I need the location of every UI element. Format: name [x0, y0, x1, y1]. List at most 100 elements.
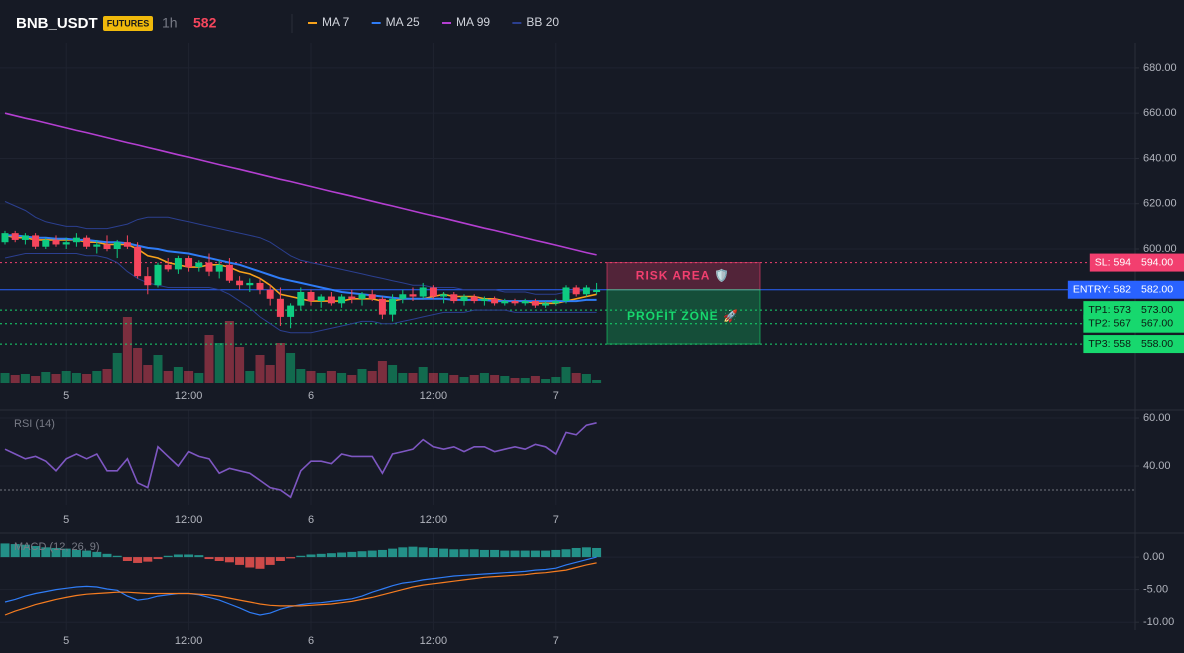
panel-title: RSI (14) [14, 418, 55, 430]
y-tick-label: 680.00 [1143, 62, 1177, 74]
interval[interactable]: 1h [162, 15, 178, 31]
macd-histogram-bar [194, 555, 204, 558]
volume-bar [255, 355, 265, 383]
candle-body [72, 237, 80, 243]
volume-bar [418, 367, 428, 383]
y-tick-label: 620.00 [1143, 198, 1177, 210]
candle-body [378, 298, 386, 315]
macd-histogram-bar [398, 547, 408, 558]
volume-bar [163, 371, 173, 383]
price-level-label: TP3: 558 [1088, 338, 1131, 350]
candle-body [562, 287, 570, 302]
volume-bar [20, 374, 30, 383]
volume-bar [153, 355, 163, 383]
volume-bar [82, 374, 92, 383]
candle-body [521, 301, 529, 304]
candle-body [419, 287, 427, 297]
volume-bar [592, 380, 602, 383]
x-tick-label: 12:00 [175, 635, 203, 647]
candle-body [103, 244, 111, 249]
candle-body [409, 294, 417, 297]
symbol[interactable]: BNB_USDT [16, 15, 98, 32]
volume-bar [530, 376, 540, 383]
x-tick-label: 12:00 [175, 390, 203, 402]
macd-histogram-bar [510, 550, 520, 558]
macd-histogram-bar [439, 548, 449, 558]
y-tick-label: -5.00 [1143, 584, 1168, 596]
macd-histogram-bar [20, 544, 30, 558]
volume-bar [439, 373, 449, 383]
candle-body [164, 264, 172, 270]
price-level-axis-label: 573.00 [1141, 304, 1173, 316]
volume-bar [520, 378, 530, 383]
legend-label: MA 99 [456, 15, 490, 29]
price-level-tag [1083, 314, 1184, 333]
volume-bar [377, 361, 387, 383]
x-tick-label: 6 [308, 635, 314, 647]
volume-bar [326, 371, 336, 383]
candle-body [123, 242, 131, 247]
x-tick-label: 7 [553, 390, 559, 402]
macd-histogram-bar [255, 557, 265, 569]
volume-bar [510, 378, 520, 383]
price-level-label: SL: 594 [1095, 256, 1131, 268]
candle-body [317, 296, 325, 302]
legend-label: MA 25 [386, 15, 420, 29]
x-tick-label: 5 [63, 514, 69, 526]
macd-histogram-bar [561, 549, 571, 558]
candle-body [276, 298, 284, 317]
volume-bar [306, 371, 316, 383]
candle-body [42, 239, 50, 247]
trade-zone-label: PROFIT ZONE 🚀 [627, 309, 739, 323]
volume-bar [388, 365, 398, 383]
panel-title: MACD (12, 26, 9) [14, 541, 100, 553]
volume-bar [51, 374, 61, 383]
x-tick-label: 12:00 [420, 390, 448, 402]
macd-histogram-bar [490, 549, 500, 558]
macd-histogram-bar [286, 557, 296, 559]
macd-histogram-bar [163, 555, 173, 558]
volume-bar [214, 343, 224, 383]
candle-body [460, 296, 468, 302]
x-tick-label: 7 [553, 514, 559, 526]
macd-histogram-bar [245, 557, 255, 568]
macd-histogram-bar [408, 546, 418, 558]
macd-histogram-bar [102, 553, 112, 558]
macd-histogram-bar [112, 555, 122, 558]
macd-histogram-bar [541, 550, 551, 558]
candle-body [348, 296, 356, 299]
macd-histogram-bar [265, 557, 275, 565]
candle-body [440, 294, 448, 297]
candle-body [572, 287, 580, 295]
x-tick-label: 12:00 [420, 635, 448, 647]
trade-zone [606, 262, 761, 291]
rsi-line [4, 422, 597, 499]
macd-histogram-bar [51, 547, 61, 558]
candle-body [144, 276, 152, 286]
candle-body [11, 233, 19, 240]
macd-histogram-bar [173, 554, 183, 558]
volume-bar [275, 343, 285, 383]
macd-histogram-bar [224, 557, 234, 563]
ma-line [4, 112, 597, 256]
candle-body [542, 303, 550, 306]
volume-bar [286, 353, 296, 383]
candle-body [154, 264, 162, 286]
macd-histogram-bar [61, 548, 71, 558]
legend: MA 7 MA 25 MA 99 BB 20 [308, 15, 559, 29]
y-tick-label: -10.00 [1143, 616, 1174, 628]
legend-label: MA 7 [322, 15, 350, 29]
volume-bar [122, 317, 132, 383]
macd-histogram-bar [520, 550, 530, 558]
volume-bar [337, 373, 347, 383]
candle-body [236, 280, 244, 286]
volume-bar [10, 375, 20, 383]
macd-histogram-bar [0, 543, 10, 558]
volume-bar [428, 373, 438, 383]
volume-bar [143, 365, 153, 383]
candle-body [185, 258, 193, 268]
macd-histogram-bar [449, 549, 459, 558]
candle-body [32, 235, 40, 247]
macd-histogram-bar [82, 550, 92, 558]
